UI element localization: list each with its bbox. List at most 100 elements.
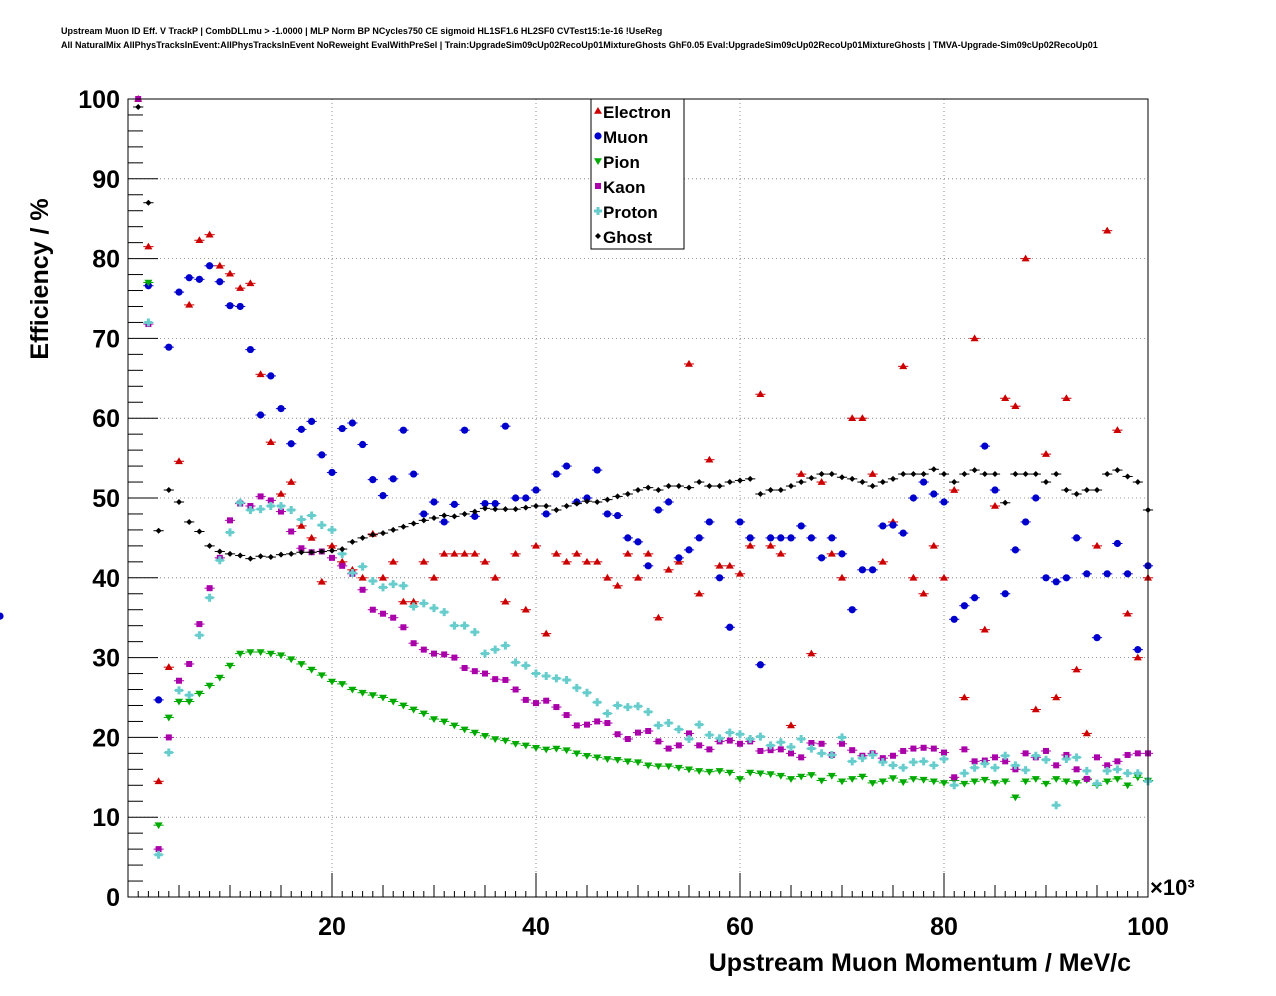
data-point (532, 486, 540, 494)
data-point (175, 698, 183, 706)
data-point (430, 604, 438, 613)
data-point (951, 479, 958, 486)
data-point (532, 541, 540, 549)
data-point (237, 552, 244, 559)
data-point (1113, 539, 1121, 548)
data-point (715, 768, 724, 775)
data-point (1073, 491, 1080, 498)
data-point (766, 541, 775, 549)
data-point (1011, 761, 1020, 770)
data-point (930, 490, 938, 498)
data-point (430, 498, 438, 506)
data-point (1103, 778, 1112, 786)
data-point (165, 487, 172, 494)
data-point (1134, 646, 1142, 654)
data-point (868, 780, 877, 787)
data-point (440, 549, 449, 557)
data-point (634, 573, 642, 581)
data-point (267, 372, 275, 380)
data-point (369, 531, 376, 538)
data-point (440, 608, 449, 617)
data-point (471, 508, 478, 515)
data-point (839, 740, 845, 747)
data-point (1043, 747, 1049, 754)
data-point (461, 664, 468, 671)
data-point (583, 494, 591, 502)
data-point (349, 538, 356, 545)
data-point (206, 542, 213, 549)
data-point (634, 759, 642, 767)
data-point (583, 752, 591, 760)
data-point (991, 780, 999, 787)
data-point (757, 747, 764, 754)
data-point (624, 735, 631, 742)
y-tick-label: 100 (78, 86, 120, 114)
legend-marker-muon (594, 132, 602, 140)
data-point (482, 670, 488, 677)
data-point (900, 747, 907, 754)
data-point (155, 846, 162, 853)
data-point (1123, 609, 1132, 617)
plot-title-line-1: Upstream Muon ID Eff. V TrackP | CombDLL… (61, 26, 663, 36)
data-point (807, 744, 816, 753)
data-point (430, 716, 438, 724)
data-point (359, 534, 366, 541)
data-point (1104, 762, 1111, 769)
plot-title-line-2: All NaturalMix AllPhysTracksInEvent:AllP… (61, 40, 1098, 50)
data-point (878, 758, 887, 767)
data-point (317, 521, 326, 530)
data-point (399, 702, 408, 710)
data-point (135, 103, 142, 110)
data-point (859, 479, 866, 486)
data-point (542, 746, 551, 754)
y-tick-label: 90 (92, 166, 120, 194)
data-point (419, 710, 428, 718)
data-point (542, 671, 551, 680)
data-point (838, 550, 846, 558)
data-point (858, 566, 867, 574)
data-point (675, 483, 682, 490)
data-point (767, 534, 775, 542)
data-point (1113, 426, 1122, 433)
data-point (695, 720, 704, 729)
legend-box (590, 98, 685, 250)
data-point (533, 502, 539, 509)
data-point (266, 650, 275, 658)
data-point (175, 686, 183, 695)
data-point (623, 703, 632, 712)
data-point (1021, 778, 1030, 786)
data-point (777, 487, 784, 494)
data-point (215, 556, 224, 565)
data-point (215, 261, 224, 269)
data-point (522, 504, 529, 511)
data-point (756, 390, 765, 398)
data-point (940, 780, 948, 787)
data-point (950, 615, 958, 623)
data-point (919, 589, 928, 597)
data-point (164, 748, 173, 757)
data-point (981, 471, 988, 478)
data-point (767, 487, 774, 494)
data-point (603, 573, 612, 581)
y-tick-label: 50 (92, 485, 120, 513)
data-point (481, 733, 489, 740)
data-point (685, 734, 693, 743)
data-point (492, 506, 499, 513)
data-point (613, 581, 622, 589)
data-point (889, 761, 897, 770)
data-point (400, 624, 407, 631)
data-point (858, 414, 867, 421)
data-point (991, 501, 999, 509)
data-point (348, 419, 356, 427)
data-point (756, 661, 765, 669)
data-point (318, 548, 325, 555)
data-point (817, 749, 826, 758)
data-point (1052, 776, 1061, 783)
data-point (593, 698, 602, 707)
data-point (380, 610, 386, 617)
data-point (603, 510, 612, 518)
x-tick-label: 20 (318, 913, 346, 941)
data-point (155, 527, 162, 534)
data-point (501, 737, 510, 745)
data-point (236, 302, 244, 311)
